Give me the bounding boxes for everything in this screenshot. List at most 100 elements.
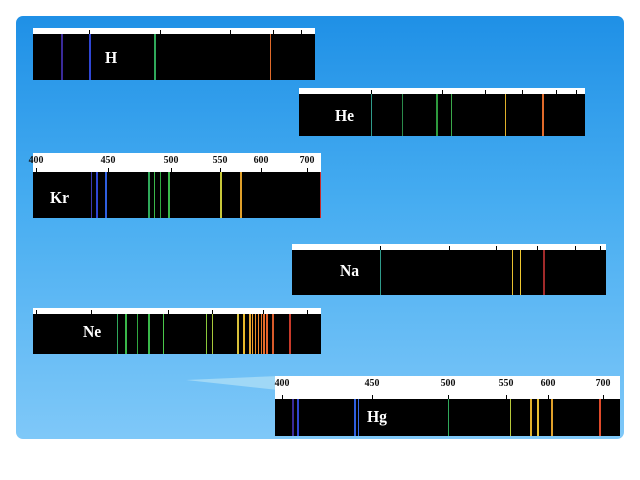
scale-tick — [272, 30, 274, 34]
connector-wedge — [186, 376, 278, 390]
scale-tick — [90, 310, 92, 314]
spectral-line — [249, 314, 251, 354]
spectral-line — [254, 314, 257, 354]
scale-tick — [89, 30, 91, 34]
scale-tick — [306, 310, 308, 314]
spectral-line — [370, 94, 372, 136]
spectral-line — [537, 399, 539, 436]
spectral-line — [243, 314, 245, 354]
wavelength-label: 700 — [595, 377, 611, 389]
background-panel: H He 400 450 500 550 600 700 Kr Na Ne 400 450 5… — [16, 16, 624, 439]
spectral-line — [240, 172, 242, 218]
emission-spectrum — [33, 172, 321, 218]
scale-tick — [35, 310, 37, 314]
spectral-line — [447, 399, 449, 436]
spectral-line — [148, 314, 150, 354]
spectral-line — [542, 94, 544, 136]
spectral-line — [61, 34, 63, 80]
scale-tick — [536, 246, 538, 250]
emission-spectrum — [299, 94, 585, 136]
element-label: He — [335, 106, 355, 125]
wavelength-scale — [33, 28, 315, 34]
spectrum-h: H — [33, 28, 315, 80]
scale-tick — [263, 310, 265, 314]
scale-tick — [547, 395, 549, 399]
wavelength-label: 600 — [253, 154, 268, 166]
spectral-line — [162, 314, 165, 354]
scale-tick — [230, 30, 232, 34]
spectral-line — [220, 172, 222, 218]
element-label: Kr — [50, 188, 70, 207]
element-label: H — [105, 48, 118, 67]
spectral-line — [401, 94, 404, 136]
spectral-line — [260, 314, 263, 354]
spectral-line — [269, 34, 272, 80]
wavelength-label: 500 — [163, 154, 179, 166]
spectral-line — [148, 172, 150, 218]
spectral-line — [257, 314, 260, 354]
scale-tick — [168, 310, 170, 314]
scale-tick — [370, 90, 372, 94]
spectral-line — [90, 172, 93, 218]
emission-spectrum — [33, 34, 315, 80]
wavelength-label: 400 — [274, 377, 290, 389]
spectral-line — [357, 399, 360, 436]
scale-tick — [371, 395, 373, 399]
wavelength-label: 400 — [28, 154, 44, 166]
spectrum-ne: Ne — [33, 308, 321, 354]
spectrum-hg: 400 450 500 550 600 700 Hg — [274, 376, 620, 436]
scale-tick — [506, 395, 508, 399]
scale-tick — [576, 90, 578, 94]
wavelength-scale: 400 450 500 550 600 700 — [28, 153, 321, 172]
scale-tick — [300, 30, 302, 34]
scale-tick — [574, 246, 576, 250]
spectral-line — [292, 399, 294, 436]
wavelength-scale — [292, 244, 606, 250]
scale-tick — [522, 90, 524, 94]
spectrum-kr: 400 450 500 550 600 700 Kr — [28, 153, 321, 218]
scale-tick — [447, 395, 449, 399]
scale-tick — [379, 246, 381, 250]
scale-tick — [442, 90, 443, 94]
spectral-line — [319, 172, 321, 218]
wavelength-label: 700 — [299, 154, 315, 166]
spectral-line — [153, 172, 156, 218]
spectral-line — [379, 250, 382, 295]
scale-tick — [484, 90, 486, 94]
scale-tick — [211, 310, 213, 314]
scale-tick — [220, 168, 222, 172]
spectral-line — [89, 34, 91, 80]
scale-tick — [281, 395, 283, 399]
wavelength-scale — [33, 308, 321, 314]
spectral-line — [154, 34, 156, 80]
wavelength-label: 450 — [100, 154, 116, 166]
wavelength-scale: 400 450 500 550 600 700 — [274, 376, 620, 399]
wavelength-label: 500 — [440, 377, 455, 389]
emission-spectrum — [292, 250, 606, 295]
scale-tick — [449, 246, 450, 250]
spectral-line — [530, 399, 532, 436]
scale-tick — [35, 168, 37, 172]
emission-spectrum — [33, 314, 321, 354]
emission-spectrum — [275, 399, 620, 436]
scale-tick — [556, 90, 558, 94]
spectral-line — [237, 314, 239, 354]
spectral-line — [96, 172, 98, 218]
scale-tick — [159, 30, 161, 34]
wavelength-label: 550 — [498, 377, 514, 389]
wavelength-label: 550 — [212, 154, 228, 166]
spectral-line — [519, 250, 522, 295]
spectrum-he: He — [299, 88, 585, 136]
spectral-line — [266, 314, 268, 354]
spectral-line — [116, 314, 119, 354]
spectral-line — [354, 399, 356, 436]
spectrum-na: Na — [292, 244, 606, 295]
scale-tick — [496, 246, 498, 250]
spectral-line — [297, 399, 299, 436]
scale-tick — [306, 168, 308, 172]
spectral-line — [251, 314, 254, 354]
element-label: Hg — [367, 407, 387, 426]
spectral-line — [511, 250, 514, 295]
wavelength-label: 600 — [540, 377, 555, 389]
spectral-line — [205, 314, 208, 354]
